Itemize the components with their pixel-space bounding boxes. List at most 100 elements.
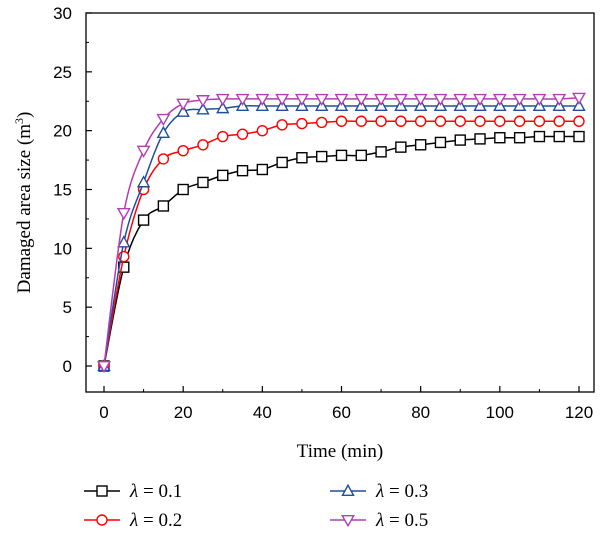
y-tick-label: 30 (53, 4, 72, 23)
legend-value: = 0.2 (138, 510, 182, 531)
y-tick-label: 25 (53, 63, 72, 82)
data-point-triangle-down (294, 93, 309, 107)
data-point-square (276, 156, 288, 169)
legend-label: λ = 0.2 (129, 510, 182, 531)
data-point-circle (513, 115, 526, 127)
data-point-circle (217, 130, 229, 143)
data-point-triangle-down (354, 93, 369, 107)
plot-area (97, 92, 586, 374)
data-point-triangle-down (215, 93, 230, 107)
data-point-triangle-up (136, 175, 151, 188)
data-point-triangle-down (235, 93, 250, 107)
data-point-square (414, 139, 427, 151)
legend-item: λ = 0.5 (330, 510, 428, 531)
data-point-circle (177, 144, 189, 157)
data-point-triangle-down (176, 98, 191, 111)
data-point-square (217, 169, 229, 182)
data-point-square (474, 133, 486, 145)
data-point-square (157, 200, 170, 212)
data-point-square (256, 163, 269, 176)
data-point-triangle-down (97, 360, 111, 374)
data-point-circle (434, 115, 447, 127)
data-point-circle (276, 119, 288, 131)
data-point-square (236, 164, 249, 177)
data-point-square (553, 130, 565, 143)
y-axis-title-close: ) (14, 112, 35, 118)
data-point-circle (474, 115, 486, 127)
legend-value: = 0.5 (384, 510, 428, 531)
data-point-circle (494, 115, 506, 127)
series-1 (98, 130, 585, 372)
y-tick-label: 0 (63, 357, 72, 376)
data-point-triangle-down (136, 145, 151, 158)
data-point-square (177, 183, 189, 196)
data-point-triangle-up (196, 102, 210, 115)
data-point-square (96, 485, 108, 497)
series-3 (97, 98, 586, 372)
data-point-triangle-up (156, 125, 171, 139)
data-point-square (316, 150, 328, 163)
legend-label: λ = 0.5 (375, 510, 428, 531)
data-point-circle (256, 124, 269, 137)
data-point-circle (395, 115, 407, 127)
legend-item: λ = 0.3 (330, 481, 428, 502)
data-point-circle (197, 139, 209, 151)
data-point-triangle-down (512, 93, 527, 107)
data-point-triangle-down (532, 93, 547, 107)
data-point-triangle-down (341, 514, 355, 528)
data-point-circle (296, 117, 308, 130)
legend-lambda: λ (375, 481, 384, 502)
data-point-circle (236, 128, 249, 140)
data-point-circle (375, 115, 387, 127)
data-point-triangle-down (473, 93, 487, 107)
data-point-triangle-up (117, 235, 131, 248)
data-point-square (434, 136, 447, 149)
data-point-square (197, 176, 209, 189)
axes: 0 5 10 15 20 25 30 0 20 40 60 80 100 120 (53, 4, 595, 422)
data-point-square (296, 152, 308, 164)
y-tick-label: 10 (53, 239, 72, 258)
data-point-triangle-up (572, 98, 586, 111)
data-point-triangle-down (433, 93, 448, 107)
x-tick-label: 40 (253, 403, 272, 422)
x-tick-label: 100 (486, 403, 514, 422)
data-point-circle (414, 115, 427, 127)
data-point-triangle-down (572, 92, 586, 105)
series-line (103, 105, 579, 367)
data-point-triangle-down (393, 93, 408, 107)
series-line (103, 135, 579, 367)
data-point-square (355, 149, 367, 162)
y-axis-title: Damaged area size (m3) (12, 112, 35, 294)
legend-value: = 0.3 (384, 481, 428, 502)
data-point-triangle-down (334, 93, 349, 107)
y-tick-label: 20 (53, 122, 72, 141)
x-tick-label: 20 (174, 403, 193, 422)
legend-lambda: λ (375, 510, 384, 531)
data-point-circle (335, 115, 348, 127)
data-point-circle (96, 514, 108, 526)
x-axis-title: Time (min) (297, 441, 383, 462)
data-point-triangle-down (492, 93, 507, 107)
data-point-triangle-up (176, 104, 190, 117)
y-tick-label: 15 (53, 181, 72, 200)
x-tick-label: 80 (411, 403, 430, 422)
data-point-triangle-down (453, 93, 468, 107)
data-point-triangle-down (255, 93, 270, 107)
x-tick-label: 120 (565, 403, 593, 422)
data-point-triangle-down (196, 95, 210, 108)
data-point-circle (157, 153, 170, 165)
data-point-circle (316, 116, 328, 129)
data-point-triangle-down (156, 113, 171, 127)
legend-item: λ = 0.2 (84, 510, 182, 531)
data-point-triangle-down (552, 93, 567, 107)
legend-lambda: λ (129, 510, 138, 531)
data-point-triangle-down (116, 208, 131, 221)
data-point-triangle-down (374, 93, 389, 107)
data-point-triangle-down (275, 93, 290, 107)
data-point-triangle-up (216, 101, 230, 114)
x-tick-label: 60 (332, 403, 351, 422)
data-point-circle (573, 115, 585, 127)
data-point-triangle-down (314, 93, 329, 107)
series-4 (97, 92, 586, 374)
